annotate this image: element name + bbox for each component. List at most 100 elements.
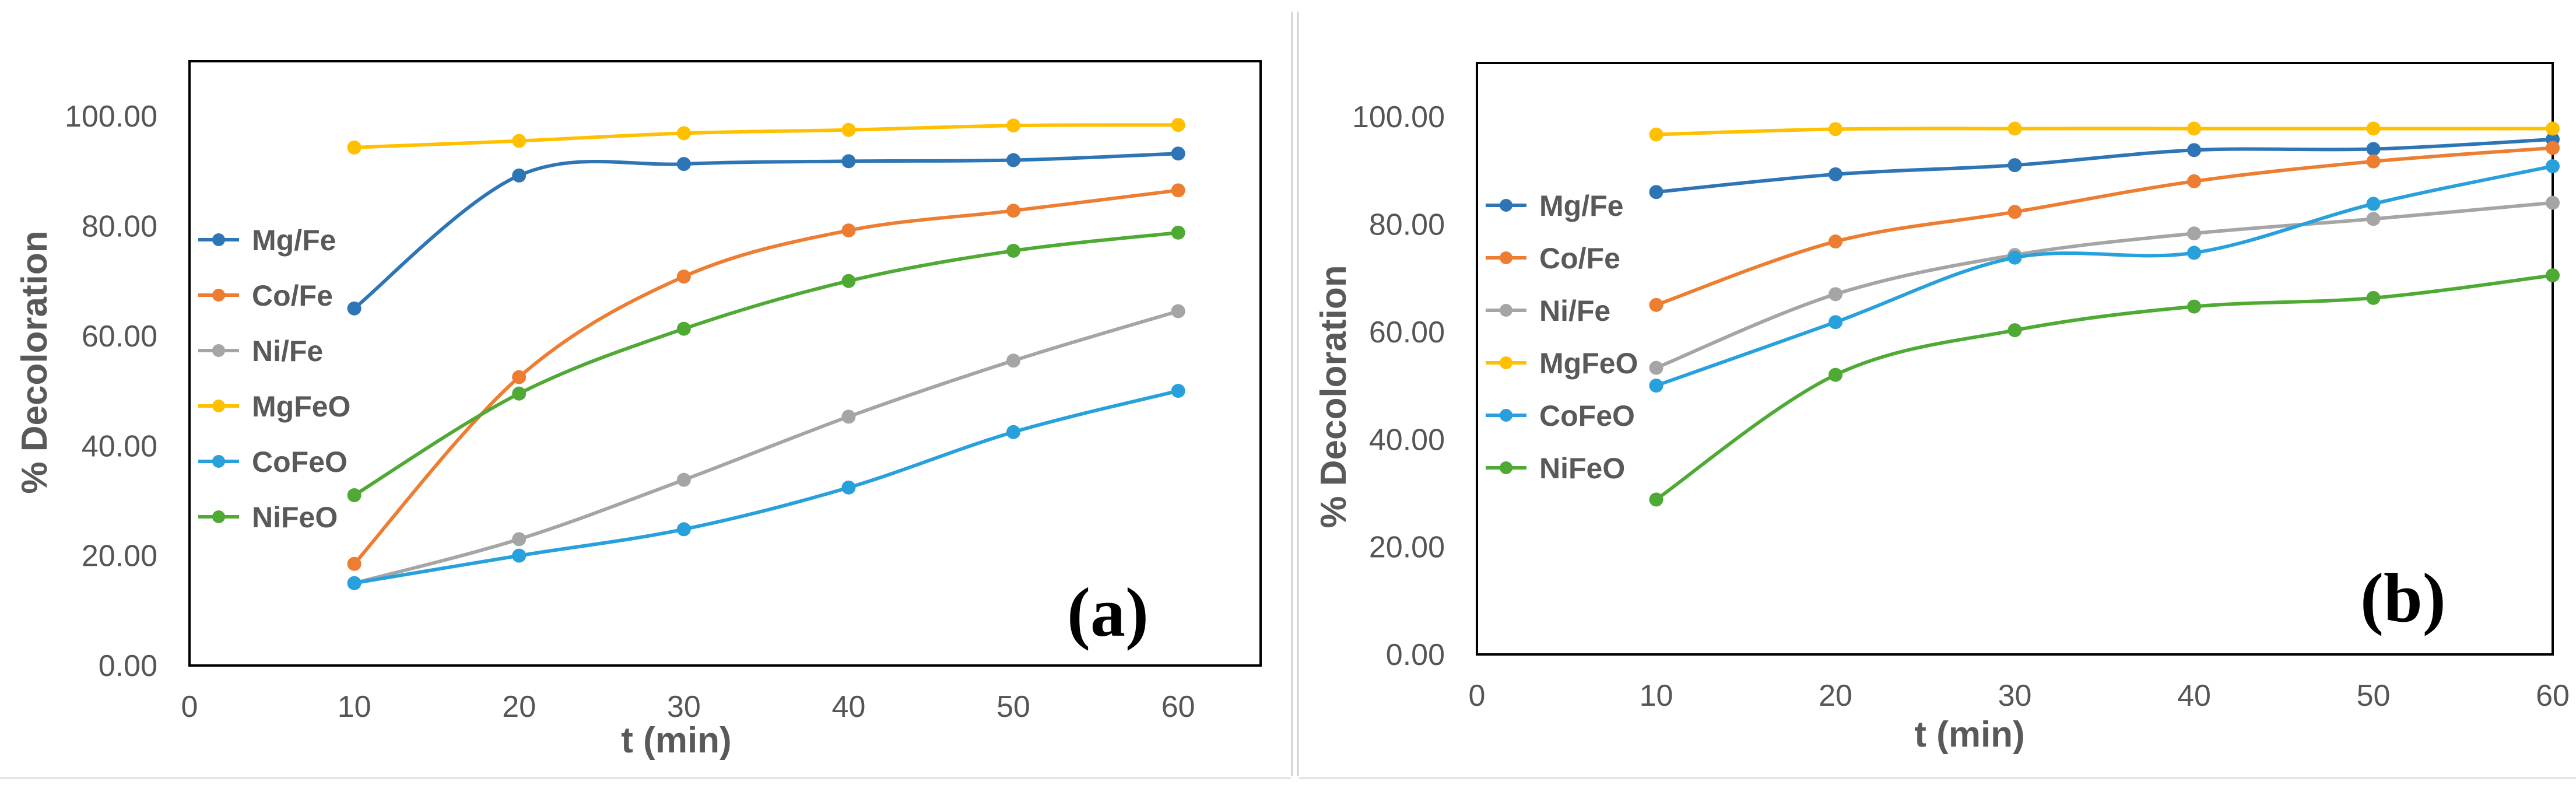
plot-area-frame [1476,62,2554,656]
legend-label: CoFeO [1539,400,1635,432]
x-axis-label: t (min) [621,720,731,761]
data-point [1171,384,1185,398]
legend-swatch-marker [1500,409,1512,422]
legend-entry: Mg/Fe [198,224,336,257]
data-point [512,134,527,148]
legend-swatch-marker [212,289,225,302]
data-point [2187,174,2201,188]
series-line-ni-fe [352,309,1180,585]
data-point [1171,304,1185,318]
data-point [841,409,856,424]
y-tick-label: 0.00 [99,649,157,683]
series-line-nifeo [1654,274,2554,502]
data-point [2187,143,2201,157]
series-line-cofeo [352,389,1180,585]
data-point [1649,379,1663,393]
data-point [676,522,691,537]
legend-label: Ni/Fe [1539,295,1610,327]
data-point [512,168,527,183]
chart-panel-b: 0.00 20.00 40.00 60.00 80.00 100.00 0 10 20 30 40 5… [1314,62,2570,755]
data-point [1649,360,1663,375]
data-point [2366,197,2381,211]
data-point [1649,492,1663,507]
data-point [2546,121,2560,136]
x-tick-label: 20 [1819,679,1852,713]
series-line-nifeo [352,230,1180,498]
legend-swatch-marker [1500,356,1512,369]
legend-entry: Co/Fe [198,279,333,312]
data-point [347,576,362,590]
series-line-cofeo [1654,164,2554,388]
data-point [1829,315,1842,330]
legend-label: Mg/Fe [1539,190,1623,222]
data-point [1171,118,1185,132]
legend-entry: Mg/Fe [1486,190,1623,222]
data-point [1649,297,1663,312]
y-tick-label: 20.00 [1369,531,1445,565]
bottom-rule-left [0,777,1291,779]
y-tick-label: 0.00 [1386,638,1445,672]
data-point [1006,243,1021,258]
legend-label: NiFeO [252,501,338,534]
data-point [2187,246,2201,260]
x-tick-label: 40 [832,690,866,724]
data-point [676,126,691,141]
legend-entry: NiFeO [1486,452,1625,485]
legend-swatch-marker [212,455,225,468]
plot-area-frame [188,60,1262,667]
data-point [347,140,362,155]
data-point [2187,226,2201,241]
y-tick-label: 60.00 [1369,316,1445,349]
legend-label: Co/Fe [252,279,333,312]
data-point [2187,121,2201,136]
x-tick-label: 10 [1640,679,1673,713]
data-point [347,488,362,503]
x-tick-label: 0 [1469,679,1486,713]
data-point [1006,153,1021,167]
series-line-co-fe [1654,146,2554,307]
series-line-mg-fe [352,152,1180,310]
legend-label: MgFeO [252,390,350,423]
y-tick-label: 80.00 [1369,208,1445,242]
data-point [676,157,691,171]
data-point [347,556,362,571]
legend-swatch-marker [212,233,225,246]
legend-swatch-marker [1500,304,1512,317]
data-point [1829,122,1842,136]
data-point [512,532,527,547]
data-point [1829,287,1842,302]
legend-label: Mg/Fe [252,224,336,257]
legend-swatch-marker [1500,251,1512,264]
legend-entry: MgFeO [1486,347,1638,380]
legend-swatch-marker [212,510,225,523]
panel-label: (b) [2360,559,2446,636]
data-point [1006,425,1021,439]
data-point [1171,225,1185,240]
series-line-ni-fe [1654,201,2554,370]
x-tick-label: 40 [2177,679,2211,713]
legend-entry: Ni/Fe [1486,295,1610,327]
data-point [676,472,691,487]
data-point [2366,212,2381,226]
legend-entry: NiFeO [198,501,338,534]
bottom-rule-right [1299,777,2576,779]
legend-swatch-marker [1500,461,1512,474]
legend-label: Co/Fe [1539,242,1620,275]
chart-panel-a: 0.00 20.00 40.00 60.00 80.00 100.00 0 10 20 30 40 5… [15,60,1262,761]
y-tick-label: 80.00 [82,210,157,244]
data-point [2187,299,2201,314]
y-axis-label: % Decoloration [1314,265,1354,528]
x-axis-label: t (min) [1914,715,2024,755]
data-point [1829,167,1842,181]
y-tick-label: 20.00 [82,540,157,573]
x-tick-label: 60 [1161,690,1195,724]
legend-label: NiFeO [1539,452,1625,485]
legend-entry: Ni/Fe [198,335,323,367]
data-point [1171,183,1185,198]
legend-entry: CoFeO [1486,400,1635,432]
data-point [512,548,527,563]
data-point [1006,353,1021,368]
data-point [347,301,362,316]
data-point [1006,118,1021,133]
